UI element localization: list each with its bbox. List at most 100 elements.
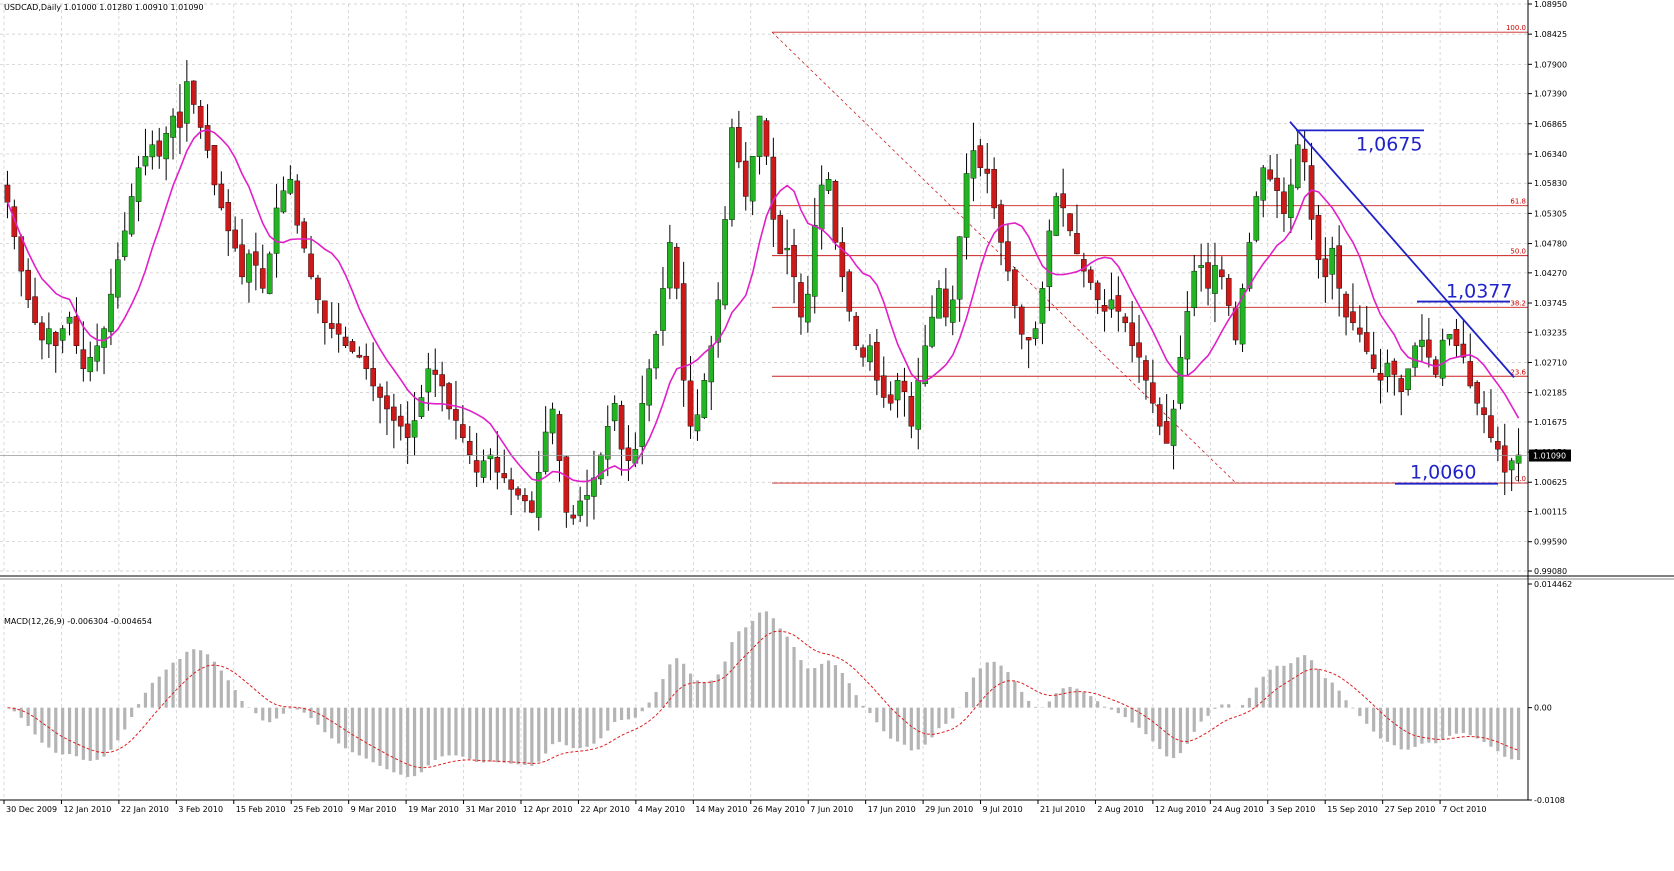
candle-body bbox=[846, 271, 853, 312]
symbol-header: USDCAD,Daily 1.01000 1.01280 1.00910 1.0… bbox=[4, 3, 204, 12]
candle-body bbox=[577, 500, 583, 516]
candle-body bbox=[142, 156, 149, 167]
macd-histogram-bar bbox=[371, 707, 375, 763]
macd-histogram-bar bbox=[12, 707, 16, 712]
macd-histogram-bar bbox=[619, 707, 624, 720]
macd-histogram-bar bbox=[1406, 707, 1410, 750]
macd-histogram-bar bbox=[171, 662, 175, 708]
macd-histogram-bar bbox=[826, 660, 831, 708]
candle-body bbox=[908, 396, 915, 427]
macd-histogram-bar bbox=[1206, 707, 1210, 716]
date-tick-label: 30 Dec 2009 bbox=[6, 805, 57, 814]
candle-body bbox=[901, 380, 908, 392]
macd-histogram-bar bbox=[571, 707, 575, 749]
macd-histogram-bar bbox=[1254, 687, 1258, 708]
macd-histogram-bar bbox=[1047, 701, 1051, 708]
price-tick-label: 1.04270 bbox=[1534, 269, 1567, 278]
macd-histogram-bar bbox=[164, 669, 168, 708]
macd-histogram-bar bbox=[1006, 672, 1010, 708]
candle-body bbox=[391, 406, 397, 421]
candle-body bbox=[929, 316, 935, 347]
macd-histogram-bar bbox=[1102, 706, 1107, 708]
candle-body bbox=[529, 500, 535, 513]
candle-body bbox=[1039, 288, 1046, 324]
macd-histogram-bar bbox=[1123, 707, 1127, 718]
candle-body bbox=[1515, 454, 1522, 464]
candle-body bbox=[1225, 278, 1232, 306]
macd-histogram-bar bbox=[902, 707, 907, 745]
candle-body bbox=[860, 347, 866, 358]
macd-histogram-bar bbox=[288, 707, 292, 709]
macd-histogram-bar bbox=[399, 707, 403, 775]
downtrend-line bbox=[1289, 121, 1515, 378]
macd-tick-label: 0.00 bbox=[1534, 704, 1552, 713]
candle-body bbox=[1274, 177, 1280, 191]
macd-histogram-bar bbox=[426, 707, 430, 766]
date-tick-label: 29 Jun 2010 bbox=[925, 805, 973, 814]
macd-histogram-bar bbox=[744, 627, 748, 708]
macd-histogram-bar bbox=[675, 658, 679, 708]
macd-histogram-bar bbox=[785, 636, 789, 708]
macd-histogram-bar bbox=[1068, 686, 1072, 708]
candle-body bbox=[1012, 269, 1018, 306]
candle-body bbox=[991, 169, 997, 209]
macd-histogram-bar bbox=[923, 707, 927, 745]
candle-body bbox=[266, 253, 273, 294]
candle-body bbox=[73, 316, 80, 347]
candle-body bbox=[46, 328, 52, 345]
macd-histogram-bar bbox=[357, 707, 361, 756]
macd-histogram-bar bbox=[854, 695, 858, 708]
macd-histogram-bar bbox=[1185, 707, 1189, 744]
candle-body bbox=[749, 156, 756, 202]
macd-histogram-bar bbox=[1054, 693, 1058, 708]
macd-histogram-bar bbox=[1089, 696, 1093, 708]
macd-histogram-bar bbox=[433, 707, 437, 760]
macd-histogram-bar bbox=[406, 707, 410, 777]
candle-body bbox=[811, 224, 818, 297]
macd-histogram-bar bbox=[647, 702, 651, 708]
macd-histogram-bar bbox=[585, 707, 589, 747]
candle-body bbox=[4, 184, 11, 203]
macd-histogram-bar bbox=[81, 707, 85, 760]
date-tick-label: 24 Aug 2010 bbox=[1212, 805, 1263, 814]
macd-histogram-bar bbox=[626, 707, 631, 720]
macd-histogram-bar bbox=[951, 707, 955, 719]
date-tick-label: 22 Jan 2010 bbox=[121, 805, 169, 814]
macd-histogram-bar bbox=[1392, 707, 1396, 746]
candle-body bbox=[356, 354, 363, 358]
macd-histogram-bar bbox=[67, 707, 72, 755]
macd-histogram-bar bbox=[778, 628, 782, 708]
candle-body bbox=[1253, 196, 1260, 241]
macd-histogram-bar bbox=[1240, 704, 1245, 708]
macd-histogram-bar bbox=[1454, 707, 1459, 734]
date-tick-label: 4 May 2010 bbox=[638, 805, 685, 814]
candle-body bbox=[1074, 233, 1080, 255]
candle-body bbox=[1343, 293, 1349, 318]
macd-histogram-bar bbox=[1116, 707, 1120, 714]
macd-histogram-bar bbox=[889, 707, 893, 739]
candle-body bbox=[59, 328, 66, 341]
candle-body bbox=[1391, 360, 1398, 375]
candle-body bbox=[1129, 322, 1135, 347]
candle-body bbox=[667, 242, 673, 289]
candle-body bbox=[1453, 329, 1460, 347]
candle-body bbox=[108, 293, 114, 332]
candle-body bbox=[708, 345, 715, 383]
date-tick-label: 7 Jun 2010 bbox=[810, 805, 853, 814]
candle-body bbox=[584, 494, 590, 500]
candle-body bbox=[418, 397, 425, 417]
macd-histogram-bar bbox=[212, 661, 217, 708]
macd-histogram-bar bbox=[688, 673, 693, 708]
macd-histogram-bar bbox=[316, 707, 320, 725]
candle-body bbox=[1156, 404, 1163, 427]
price-tick-label: 1.06865 bbox=[1534, 120, 1567, 129]
macd-histogram-bar bbox=[971, 677, 976, 708]
macd-histogram-bar bbox=[233, 690, 237, 708]
candle-body bbox=[922, 345, 928, 384]
level-annotation: 1,0675 bbox=[1356, 133, 1422, 155]
candle-body bbox=[715, 299, 721, 343]
candle-body bbox=[1122, 316, 1129, 324]
macd-histogram-bar bbox=[840, 672, 844, 708]
price-tick-label: 1.02185 bbox=[1534, 389, 1567, 398]
